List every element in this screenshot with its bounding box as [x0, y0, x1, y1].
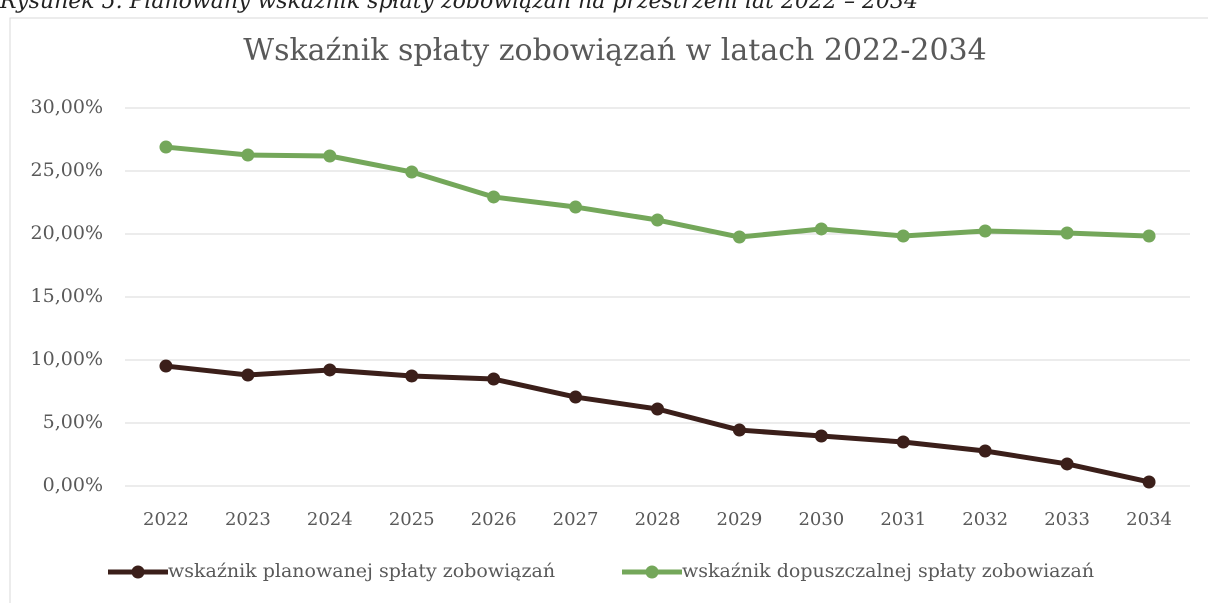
data-point — [405, 369, 419, 383]
data-point — [978, 224, 992, 238]
data-point — [569, 390, 583, 404]
data-point — [896, 229, 910, 243]
caption: Rysunek 5. Planowany wskaźnik spłaty zob… — [0, 0, 918, 14]
x-tick-label: 2026 — [471, 509, 517, 530]
x-tick-label: 2032 — [962, 509, 1008, 530]
data-point — [323, 363, 337, 377]
data-point — [814, 429, 828, 443]
legend-label: wskaźnik dopuszczalnej spłaty zobowiazań — [682, 560, 1094, 582]
x-tick-label: 2024 — [307, 509, 353, 530]
data-point — [814, 222, 828, 236]
legend-marker — [131, 565, 145, 579]
data-point — [159, 359, 173, 373]
data-point — [159, 140, 173, 154]
data-point — [978, 444, 992, 458]
data-point — [487, 372, 501, 386]
data-point — [405, 165, 419, 179]
data-point — [569, 200, 583, 214]
data-point — [651, 213, 664, 227]
data-point — [732, 230, 746, 244]
x-tick-label: 2028 — [635, 509, 681, 530]
x-tick-label: 2025 — [389, 509, 435, 530]
y-tick-label: 15,00% — [31, 285, 103, 307]
legend-marker — [645, 565, 659, 579]
x-tick-label: 2022 — [143, 509, 189, 530]
y-tick-label: 10,00% — [31, 348, 103, 370]
x-tick-label: 2033 — [1044, 509, 1090, 530]
data-point — [896, 435, 910, 449]
data-point — [732, 423, 746, 437]
data-point — [1142, 229, 1156, 243]
x-tick-label: 2031 — [880, 509, 926, 530]
x-tick-label: 2023 — [225, 509, 271, 530]
y-tick-label: 5,00% — [43, 411, 103, 433]
y-tick-label: 30,00% — [31, 96, 103, 118]
data-point — [1060, 457, 1074, 471]
x-tick-label: 2030 — [798, 509, 844, 530]
data-point — [487, 190, 501, 204]
x-tick-label: 2034 — [1126, 509, 1172, 530]
x-tick-label: 2029 — [717, 509, 763, 530]
x-tick-label: 2027 — [553, 509, 599, 530]
data-point — [323, 149, 337, 163]
chart-frame — [9, 17, 1208, 607]
y-tick-label: 20,00% — [31, 222, 103, 244]
y-tick-label: 25,00% — [31, 159, 103, 181]
data-point — [1142, 475, 1156, 489]
data-point — [1060, 226, 1074, 240]
series-line — [165, 363, 1150, 485]
chart-title: Wskaźnik spłaty zobowiązań w latach 2022… — [243, 33, 986, 68]
legend-label: wskaźnik planowanej spłaty zobowiązań — [168, 560, 555, 582]
data-point — [241, 148, 255, 162]
y-tick-label: 0,00% — [43, 474, 103, 496]
data-point — [241, 368, 255, 382]
data-point — [651, 402, 664, 416]
